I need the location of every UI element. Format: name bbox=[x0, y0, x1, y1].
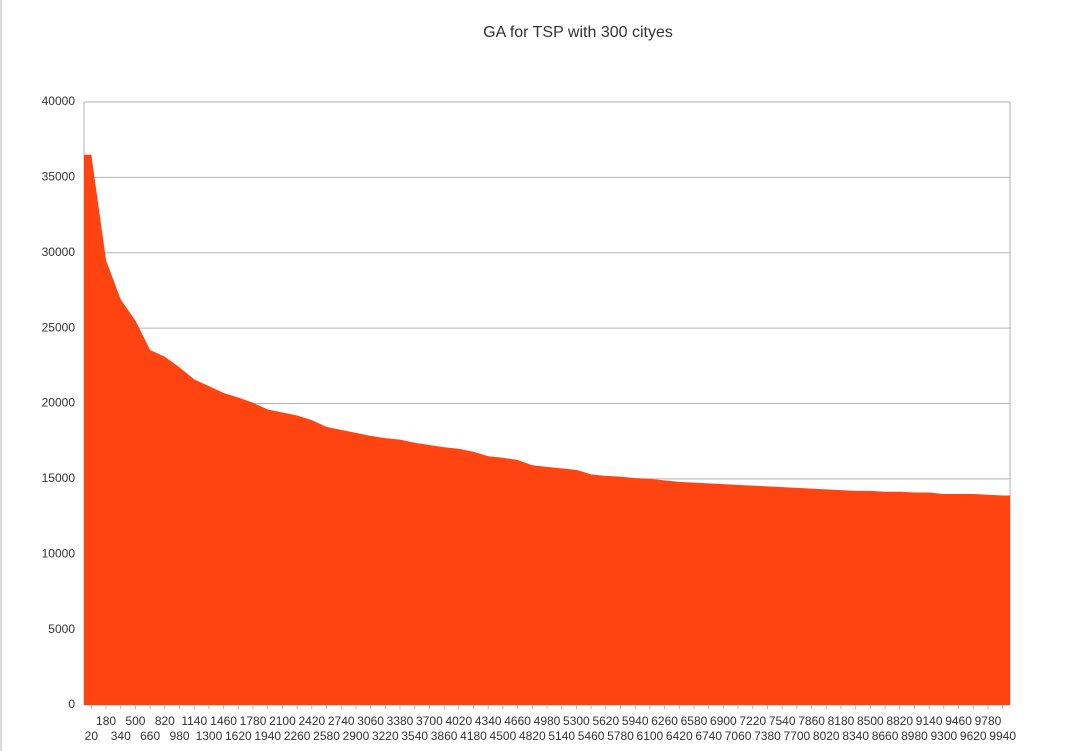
x-tick-label: 6900 bbox=[710, 714, 737, 728]
x-tick-label: 2100 bbox=[269, 714, 296, 728]
x-tick-label: 2900 bbox=[343, 729, 370, 743]
x-tick-label: 3860 bbox=[431, 729, 458, 743]
x-tick-label: 3700 bbox=[416, 714, 443, 728]
x-tick-label: 6740 bbox=[695, 729, 722, 743]
x-tick-label: 2740 bbox=[328, 714, 355, 728]
x-tick-label: 1140 bbox=[181, 714, 207, 728]
x-tick-label: 9460 bbox=[945, 714, 972, 728]
x-tick-label: 980 bbox=[170, 729, 190, 743]
x-tick-label: 7540 bbox=[769, 714, 796, 728]
x-tick-label: 6580 bbox=[681, 714, 708, 728]
x-tick-label: 340 bbox=[111, 729, 131, 743]
x-tick-label: 4340 bbox=[475, 714, 502, 728]
x-tick-label: 6100 bbox=[637, 729, 664, 743]
x-tick-label: 820 bbox=[155, 714, 175, 728]
x-tick-label: 7700 bbox=[784, 729, 811, 743]
x-tick-label: 3380 bbox=[387, 714, 414, 728]
x-tick-label: 2580 bbox=[313, 729, 340, 743]
chart-title: GA for TSP with 300 cityes bbox=[483, 24, 673, 41]
x-tick-label: 2420 bbox=[298, 714, 325, 728]
x-tick-label: 4980 bbox=[534, 714, 561, 728]
x-tick-label: 6260 bbox=[651, 714, 678, 728]
x-tick-label: 5300 bbox=[563, 714, 590, 728]
x-tick-label: 1620 bbox=[225, 729, 252, 743]
x-tick-label: 7860 bbox=[798, 714, 825, 728]
x-tick-label: 4020 bbox=[445, 714, 472, 728]
x-tick-label: 9300 bbox=[931, 729, 958, 743]
x-tick-label: 6420 bbox=[666, 729, 693, 743]
x-tick-label: 9620 bbox=[960, 729, 987, 743]
y-tick-label: 20000 bbox=[42, 396, 76, 410]
x-tick-label: 8980 bbox=[901, 729, 928, 743]
x-tick-label: 8180 bbox=[828, 714, 855, 728]
x-tick-label: 4180 bbox=[460, 729, 487, 743]
x-tick-label: 7220 bbox=[739, 714, 766, 728]
x-tick-label: 5620 bbox=[592, 714, 619, 728]
x-tick-label: 1940 bbox=[254, 729, 281, 743]
x-tick-label: 1300 bbox=[196, 729, 223, 743]
y-tick-label: 5000 bbox=[48, 622, 75, 636]
x-tick-label: 8660 bbox=[872, 729, 899, 743]
x-tick-label: 9140 bbox=[916, 714, 943, 728]
y-tick-label: 10000 bbox=[42, 546, 76, 560]
y-tick-label: 35000 bbox=[42, 170, 76, 184]
x-tick-label: 3060 bbox=[357, 714, 384, 728]
x-tick-label: 5780 bbox=[607, 729, 634, 743]
x-tick-label: 5460 bbox=[578, 729, 605, 743]
x-tick-label: 3220 bbox=[372, 729, 399, 743]
x-tick-label: 8820 bbox=[886, 714, 913, 728]
area bbox=[84, 154, 1010, 705]
y-tick-label: 25000 bbox=[42, 320, 76, 334]
x-tick-label: 7060 bbox=[725, 729, 752, 743]
x-tick-label: 4500 bbox=[490, 729, 517, 743]
x-tick-label: 660 bbox=[140, 729, 160, 743]
x-tick-label: 9940 bbox=[989, 729, 1016, 743]
x-tick-label: 9780 bbox=[975, 714, 1002, 728]
x-tick-label: 7380 bbox=[754, 729, 781, 743]
x-tick-label: 180 bbox=[96, 714, 116, 728]
x-tick-label: 5140 bbox=[548, 729, 575, 743]
x-tick-label: 20 bbox=[85, 729, 99, 743]
x-tick-label: 2260 bbox=[284, 729, 311, 743]
y-tick-label: 0 bbox=[68, 697, 75, 711]
x-tick-label: 1460 bbox=[210, 714, 237, 728]
y-tick-label: 15000 bbox=[42, 471, 76, 485]
x-tick-label: 3540 bbox=[401, 729, 428, 743]
x-tick-label: 4660 bbox=[504, 714, 531, 728]
x-tick-label: 4820 bbox=[519, 729, 546, 743]
x-tick-label: 8500 bbox=[857, 714, 884, 728]
x-tick-label: 8340 bbox=[842, 729, 869, 743]
x-tick-label: 1780 bbox=[240, 714, 267, 728]
x-tick-label: 500 bbox=[125, 714, 145, 728]
y-tick-label: 30000 bbox=[42, 245, 76, 259]
x-tick-label: 5940 bbox=[622, 714, 649, 728]
x-tick-label: 8020 bbox=[813, 729, 840, 743]
y-tick-label: 40000 bbox=[42, 94, 76, 108]
